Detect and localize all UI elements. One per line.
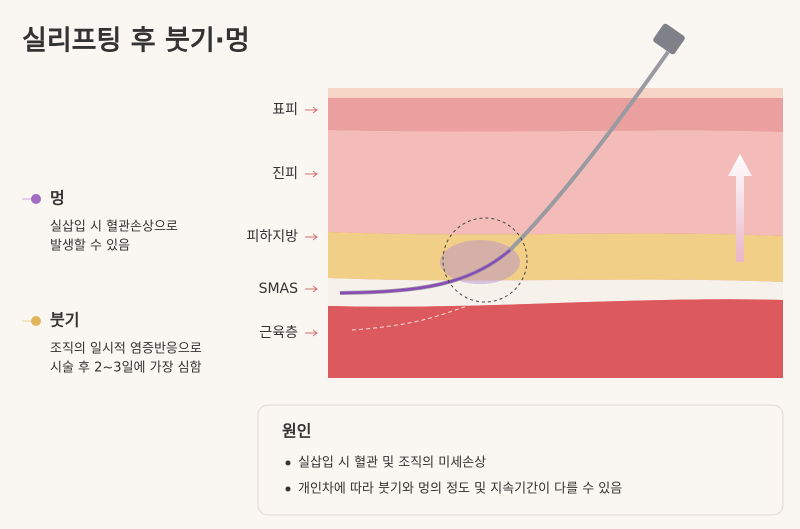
title: 실리프팅 후 붓기·멍 bbox=[22, 26, 250, 57]
item-dot bbox=[31, 194, 41, 204]
cause-box bbox=[257, 404, 784, 516]
cause-title: 원인 bbox=[282, 422, 311, 441]
cause-bullet: 실삽입 시 혈관 및 조직의 미세손상 bbox=[298, 456, 486, 471]
muscle bbox=[328, 299, 783, 378]
item-text: 조직의 일시적 염증반응으로 bbox=[50, 342, 202, 357]
layer-label: SMAS bbox=[259, 281, 299, 297]
item-text: 발생할 수 있음 bbox=[50, 239, 130, 254]
focus-circle bbox=[442, 217, 528, 303]
cause-bullet: 개인차에 따라 붓기와 멍의 정도 및 지속기간이 다를 수 있음 bbox=[298, 482, 622, 497]
bruise bbox=[440, 240, 520, 284]
layer-label: 근육층 bbox=[259, 325, 298, 341]
bullet bbox=[285, 460, 291, 466]
layer-label: 피하지방 bbox=[246, 229, 298, 245]
layer-label: 표피 bbox=[272, 102, 298, 118]
bullet bbox=[285, 486, 291, 492]
epidermis bbox=[328, 98, 783, 132]
layer-arrows bbox=[305, 106, 318, 337]
lift-arrow bbox=[728, 154, 752, 262]
epidermis-top bbox=[328, 88, 783, 98]
item-text: 시술 후 2~3일에 가장 심함 bbox=[50, 361, 202, 376]
item-text: 실삽입 시 혈관손상으로 bbox=[50, 220, 178, 235]
thread bbox=[339, 249, 511, 295]
skin-illustration bbox=[328, 88, 783, 378]
fat bbox=[328, 232, 783, 282]
item-title: 멍 bbox=[50, 189, 65, 208]
layer-label: 진피 bbox=[272, 166, 298, 182]
cannula-hub bbox=[653, 23, 685, 55]
layer-labels: 표피 진피 피하지방 SMAS 근육층 bbox=[246, 102, 318, 341]
item-dot bbox=[31, 316, 41, 326]
dermis bbox=[328, 130, 783, 236]
item-title: 붓기 bbox=[50, 311, 79, 330]
